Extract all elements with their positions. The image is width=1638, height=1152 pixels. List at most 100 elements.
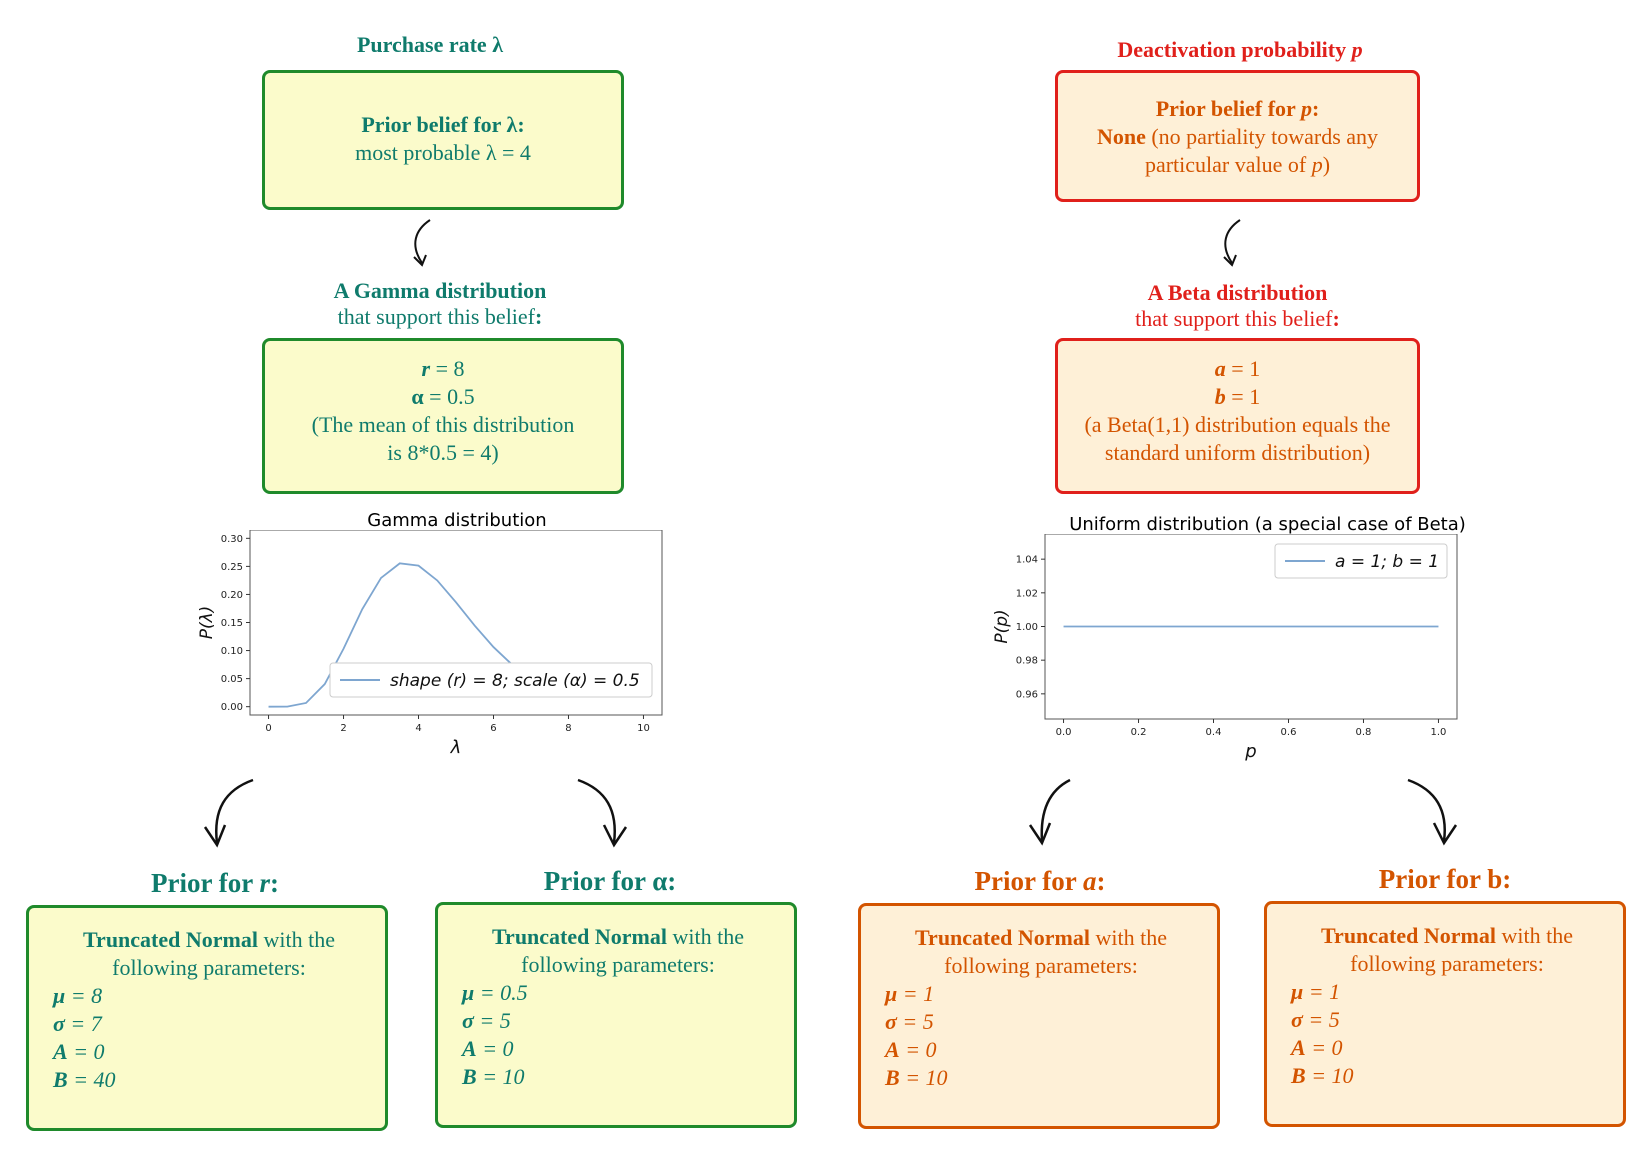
- prior-alpha-box: Truncated Normal with the following para…: [435, 902, 797, 1128]
- param-row: A = 0: [885, 1036, 1197, 1064]
- param-value: = 5: [1302, 1007, 1340, 1032]
- arrow-down-right-icon-right: [1407, 778, 1458, 846]
- param-name: σ: [1291, 1007, 1303, 1032]
- param-value: = 8: [65, 983, 103, 1008]
- x-tick-label: 0.6: [1281, 727, 1297, 738]
- purchase-rate-heading: Purchase rate λ: [356, 32, 504, 57]
- gamma-chart: 0 2 4 6 8 10 0.00 0.05 0.10 0.15 0.20 0.25 0.30 λ P(λ)…: [197, 530, 663, 758]
- prior-r-box: Truncated Normal with the following para…: [26, 905, 388, 1131]
- param-name: σ: [885, 1009, 897, 1034]
- param-value: = 1: [897, 981, 935, 1006]
- param-row: B = 40: [53, 1066, 365, 1094]
- y-tick-label: 0.96: [1016, 689, 1038, 700]
- param-value: = 0: [899, 1037, 937, 1062]
- beta-params-box: a = 1 b = 1 (a Beta(1,1) distribution eq…: [1055, 338, 1420, 494]
- y-tick-label: 0.00: [221, 702, 243, 713]
- y-tick-label: 0.25: [221, 562, 243, 573]
- param-name: B: [53, 1067, 68, 1092]
- prior-for-b-heading: Prior for b:: [1378, 864, 1512, 894]
- param-row: A = 0: [462, 1035, 774, 1063]
- y-tick-label: 0.30: [221, 534, 243, 545]
- prior-belief-lambda-box: Prior belief for λ: most probable λ = 4: [262, 70, 624, 210]
- gamma-chart-title: Gamma distribution: [367, 510, 547, 531]
- uniform-chart: 0.0 0.2 0.4 0.6 0.8 1.0 0.96 0.98 1.00 1.02 1.04 p P…: [992, 534, 1458, 762]
- param-value: = 40: [67, 1067, 116, 1092]
- x-tick-label: 0.4: [1206, 727, 1222, 738]
- param-row: A = 0: [1291, 1034, 1603, 1062]
- param-name: μ: [1291, 979, 1304, 1004]
- prior-for-a-heading: Prior for a:: [974, 866, 1106, 896]
- legend-box: [1274, 543, 1448, 579]
- x-tick-label: 2: [340, 723, 346, 734]
- param-name: A: [1291, 1035, 1306, 1060]
- param-name: A: [462, 1036, 477, 1061]
- arrow-down-icon-right: [1223, 219, 1241, 267]
- param-row: σ = 5: [885, 1008, 1197, 1036]
- x-tick-label: 4: [415, 723, 421, 734]
- x-tick-label: 0.0: [1056, 727, 1072, 738]
- x-tick-label: 6: [490, 723, 496, 734]
- legend-label: shape (r) = 8; scale (α) = 0.5: [390, 671, 640, 691]
- y-tick-label: 0.98: [1016, 656, 1038, 667]
- param-value: = 10: [899, 1065, 948, 1090]
- param-name: μ: [462, 980, 475, 1005]
- x-tick-label: 0.8: [1356, 727, 1372, 738]
- param-value: = 10: [1305, 1063, 1354, 1088]
- legend-label: a = 1; b = 1: [1335, 552, 1439, 572]
- prior-belief-p-box: Prior belief for p: None (no partiality …: [1055, 70, 1420, 202]
- arrow-down-icon: [413, 219, 431, 267]
- y-tick-label: 0.15: [221, 618, 243, 629]
- legend-box: [329, 662, 653, 698]
- gamma-params-box: r = 8 α = 0.5 (The mean of this distribu…: [262, 338, 624, 494]
- param-name: B: [462, 1064, 477, 1089]
- arrow-down-left-icon: [203, 778, 254, 848]
- x-axis-label: p: [1244, 741, 1256, 762]
- param-row: σ = 5: [462, 1007, 774, 1035]
- series-line: [268, 562, 532, 708]
- param-name: B: [885, 1065, 900, 1090]
- x-tick-label: 1.0: [1431, 727, 1447, 738]
- x-tick-label: 8: [565, 723, 571, 734]
- y-tick-label: 0.20: [221, 590, 243, 601]
- y-tick-label: 0.10: [221, 646, 243, 657]
- param-value: = 0: [67, 1039, 105, 1064]
- param-row: A = 0: [53, 1038, 365, 1066]
- y-tick-label: 1.00: [1016, 622, 1038, 633]
- deactivation-prob-heading: Deactivation probability p: [1117, 37, 1363, 62]
- param-row: μ = 8: [53, 982, 365, 1010]
- prior-a-box: Truncated Normal with the following para…: [858, 903, 1220, 1129]
- y-tick-label: 0.05: [221, 674, 243, 685]
- param-value: = 0: [1305, 1035, 1343, 1060]
- prior-for-r-heading: Prior for r:: [151, 868, 279, 898]
- param-row: μ = 0.5: [462, 979, 774, 1007]
- param-value: = 5: [896, 1009, 934, 1034]
- param-row: σ = 7: [53, 1010, 365, 1038]
- param-value: = 1: [1303, 979, 1341, 1004]
- y-axis-label: P(p): [992, 609, 1012, 643]
- param-row: B = 10: [1291, 1062, 1603, 1090]
- param-row: μ = 1: [885, 980, 1197, 1008]
- param-value: = 7: [64, 1011, 102, 1036]
- param-row: σ = 5: [1291, 1006, 1603, 1034]
- param-value: = 10: [476, 1064, 525, 1089]
- param-name: σ: [53, 1011, 65, 1036]
- arrow-down-left-icon-right: [1028, 778, 1071, 846]
- x-tick-label: 0: [265, 723, 271, 734]
- y-tick-label: 1.02: [1016, 588, 1038, 599]
- param-row: B = 10: [885, 1064, 1197, 1092]
- prior-for-alpha-heading: Prior for α:: [543, 866, 677, 896]
- param-value: = 0.5: [474, 980, 528, 1005]
- param-name: B: [1291, 1063, 1306, 1088]
- y-axis-label: P(λ): [197, 606, 217, 640]
- param-name: A: [53, 1039, 68, 1064]
- param-name: A: [885, 1037, 900, 1062]
- gamma-dist-heading: A Gamma distribution that support this b…: [333, 278, 547, 329]
- y-tick-label: 1.04: [1016, 555, 1038, 566]
- uniform-chart-title: Uniform distribution (a special case of …: [1069, 514, 1466, 535]
- param-name: μ: [885, 981, 898, 1006]
- x-tick-label: 10: [637, 723, 650, 734]
